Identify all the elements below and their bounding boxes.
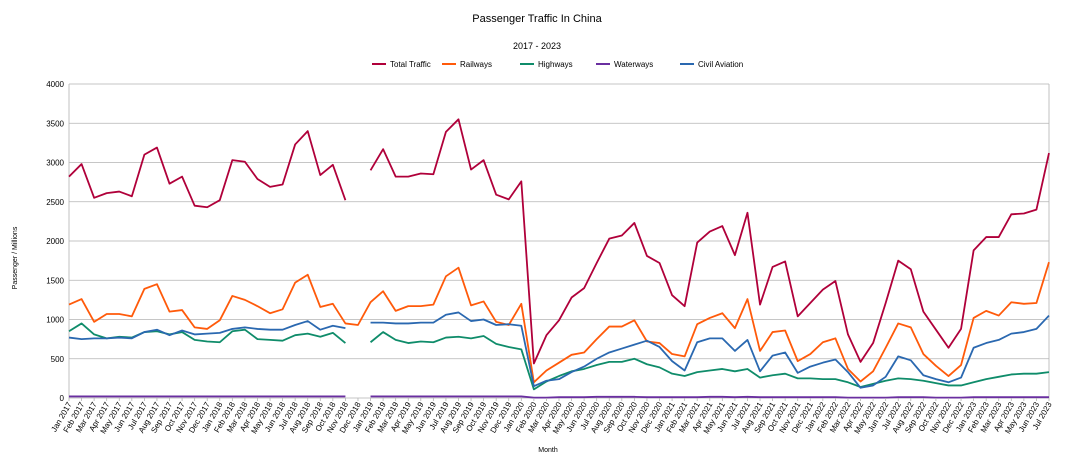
y-axis-label: Passenger / Millions — [12, 226, 19, 289]
legend-label-railways: Railways — [460, 60, 492, 69]
y-tick-label: 3500 — [46, 119, 64, 128]
plot-frame — [68, 84, 1050, 398]
y-tick-label: 0 — [60, 394, 65, 403]
grid-lines — [69, 83, 1049, 399]
y-tick-label: 2500 — [46, 198, 64, 207]
chart-subtitle: 2017 - 2023 — [513, 41, 561, 51]
legend-label-waterways: Waterways — [614, 60, 653, 69]
chart-legend: Total Traffic Railways Highways Waterways Ci… — [372, 60, 743, 69]
y-tick-label: 4000 — [46, 80, 64, 89]
legend-label-total-traffic: Total Traffic — [390, 60, 431, 69]
chart-title: Passenger Traffic In China — [472, 13, 602, 25]
y-tick-label: 1000 — [46, 316, 64, 325]
series-line-railways — [68, 261, 1050, 384]
legend-label-highways: Highways — [538, 60, 573, 69]
series-line-total-traffic — [68, 118, 1050, 365]
series-line-waterways — [69, 395, 1049, 399]
y-tick-label: 3000 — [46, 159, 64, 168]
y-axis-ticks: 0 500 1000 1500 2000 2500 3000 3500 4000 — [46, 80, 64, 403]
y-tick-label: 2000 — [46, 237, 64, 246]
x-axis-label: Month — [538, 447, 558, 454]
series-layer — [68, 118, 1050, 399]
y-tick-label: 500 — [51, 355, 65, 364]
y-tick-label: 1500 — [46, 276, 64, 285]
legend-label-civil-aviation: Civil Aviation — [698, 60, 743, 69]
series-line-civil-aviation — [68, 311, 1050, 389]
